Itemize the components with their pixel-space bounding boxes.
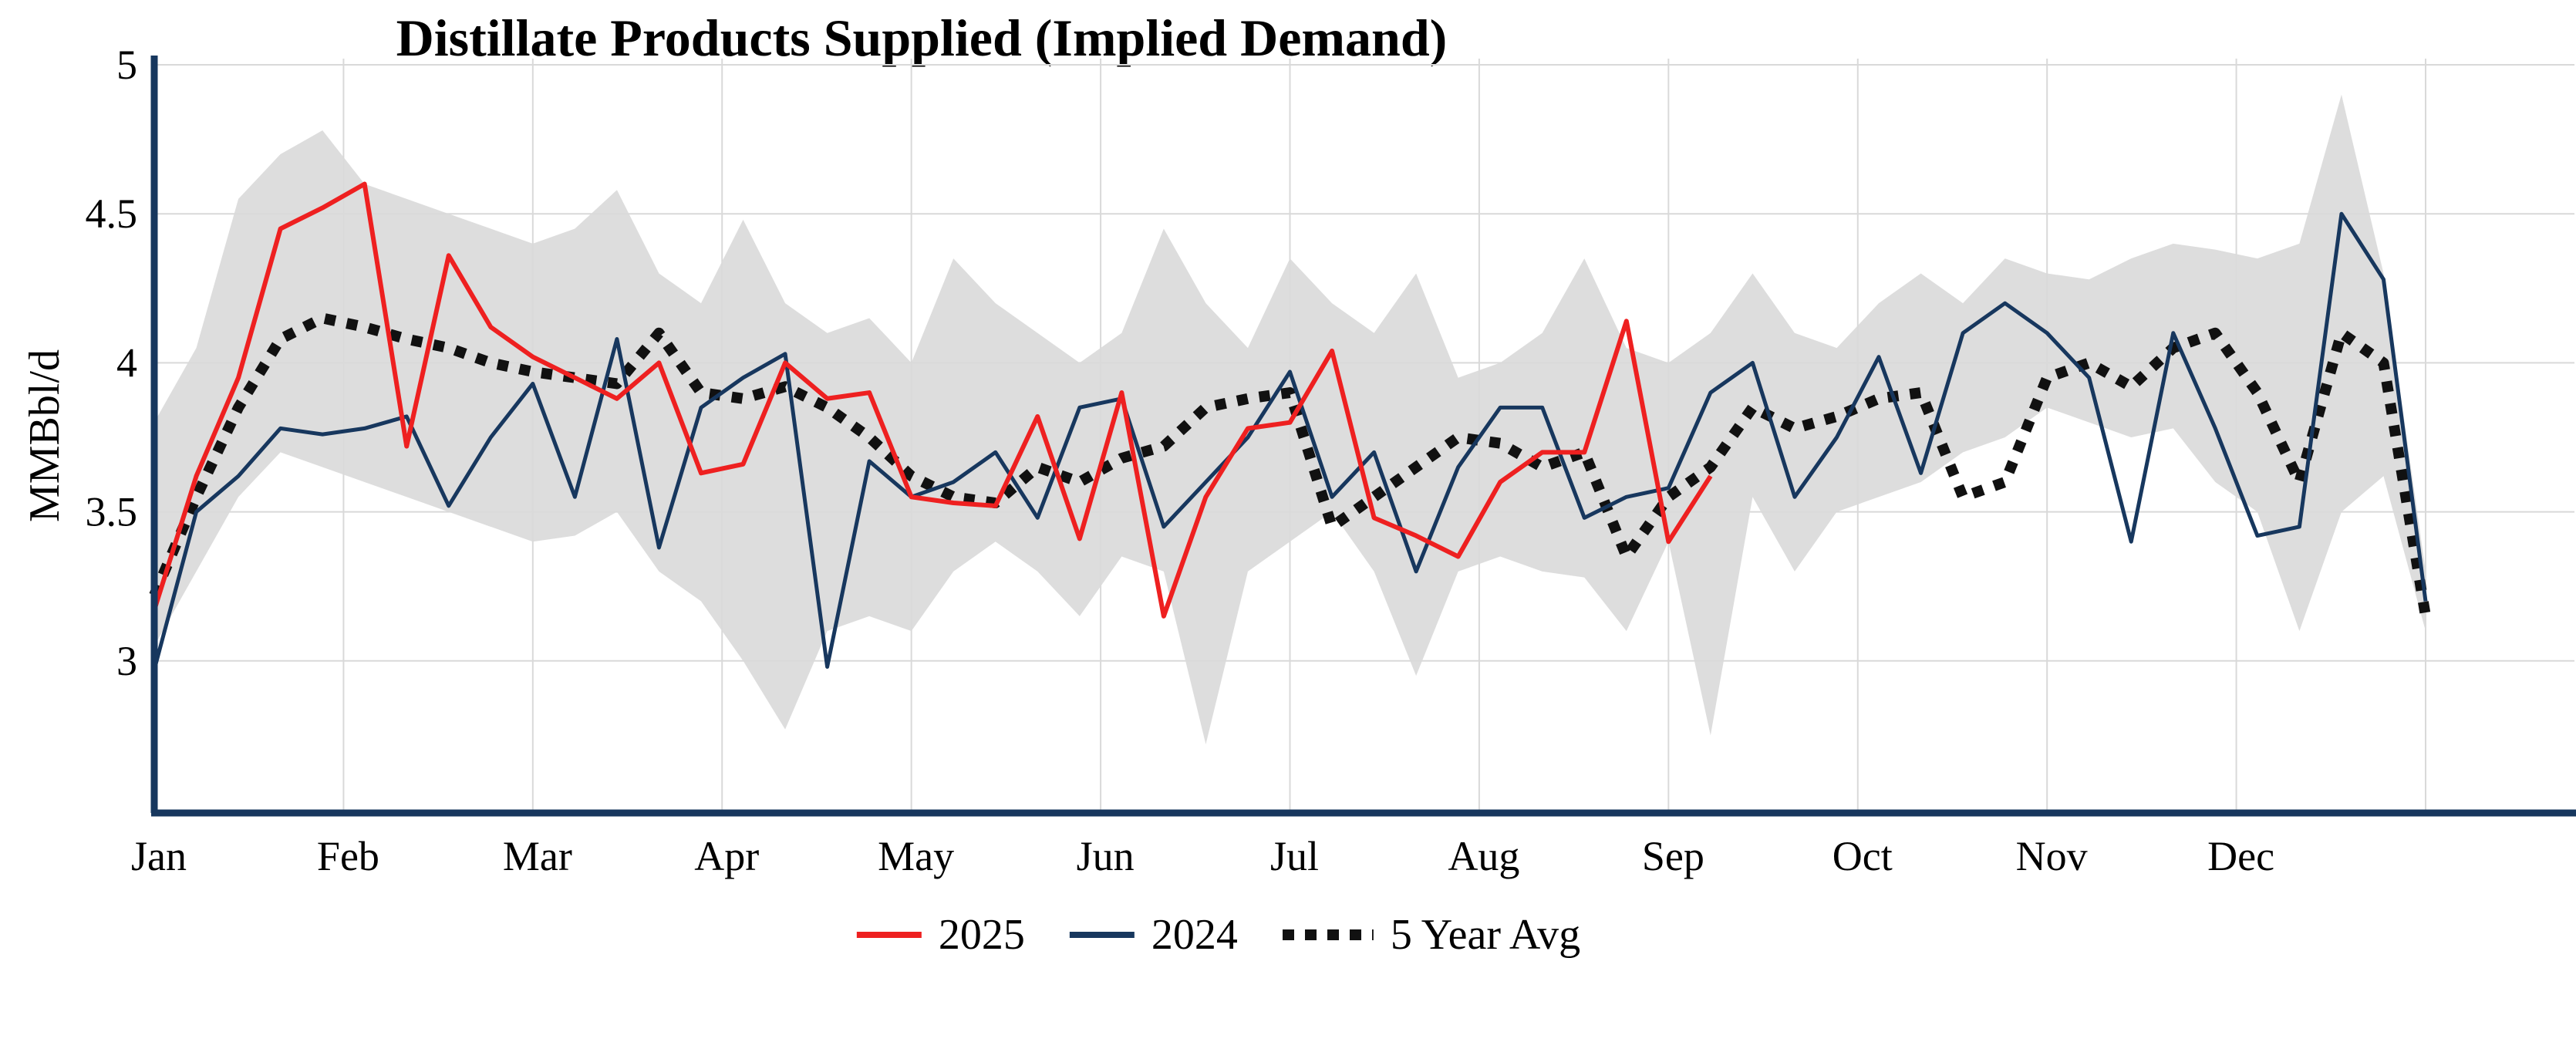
series-2025-line (152, 181, 1713, 619)
legend-label-2024: 2024 (1151, 911, 1238, 959)
legend-line-2024-icon (1069, 932, 1135, 938)
x-tick-label: Dec (2207, 833, 2274, 879)
legend-label-5yr-avg: 5 Year Avg (1390, 911, 1581, 959)
legend-item-2025: 2025 (856, 910, 1025, 960)
legend-item-5yr-avg: 5 Year Avg (1282, 910, 1581, 960)
y-tick-label: 4 (116, 339, 137, 386)
x-tick-label: Nov (2016, 833, 2088, 879)
x-tick-label: Jan (131, 833, 187, 879)
x-tick-label: Mar (503, 833, 572, 879)
x-tick-label: Jul (1270, 833, 1319, 879)
y-tick-label: 5 (116, 42, 137, 88)
series-2024-line (152, 211, 2428, 671)
y-tick-label: 3.5 (86, 489, 138, 535)
y-tick-label: 3 (116, 638, 137, 684)
x-tick-label: Apr (694, 833, 759, 879)
legend-line-5yr-avg-icon (1282, 929, 1374, 940)
legend-label-2025: 2025 (938, 911, 1025, 959)
x-tick-label: Sep (1642, 833, 1704, 879)
legend-item-2024: 2024 (1069, 910, 1238, 960)
legend: 2025 2024 5 Year Avg (856, 910, 1581, 960)
x-tick-label: May (878, 833, 954, 879)
legend-line-2025-icon (856, 932, 922, 938)
x-tick-label: Jun (1077, 833, 1135, 879)
x-tick-label: Oct (1833, 833, 1893, 879)
series-5yr-avg-line (149, 312, 2431, 617)
y-tick-label: 4.5 (86, 191, 138, 237)
x-tick-label: Feb (317, 833, 379, 879)
chart-title: Distillate Products Supplied (Implied De… (396, 8, 1448, 67)
x-tick-label: Aug (1448, 833, 1519, 879)
